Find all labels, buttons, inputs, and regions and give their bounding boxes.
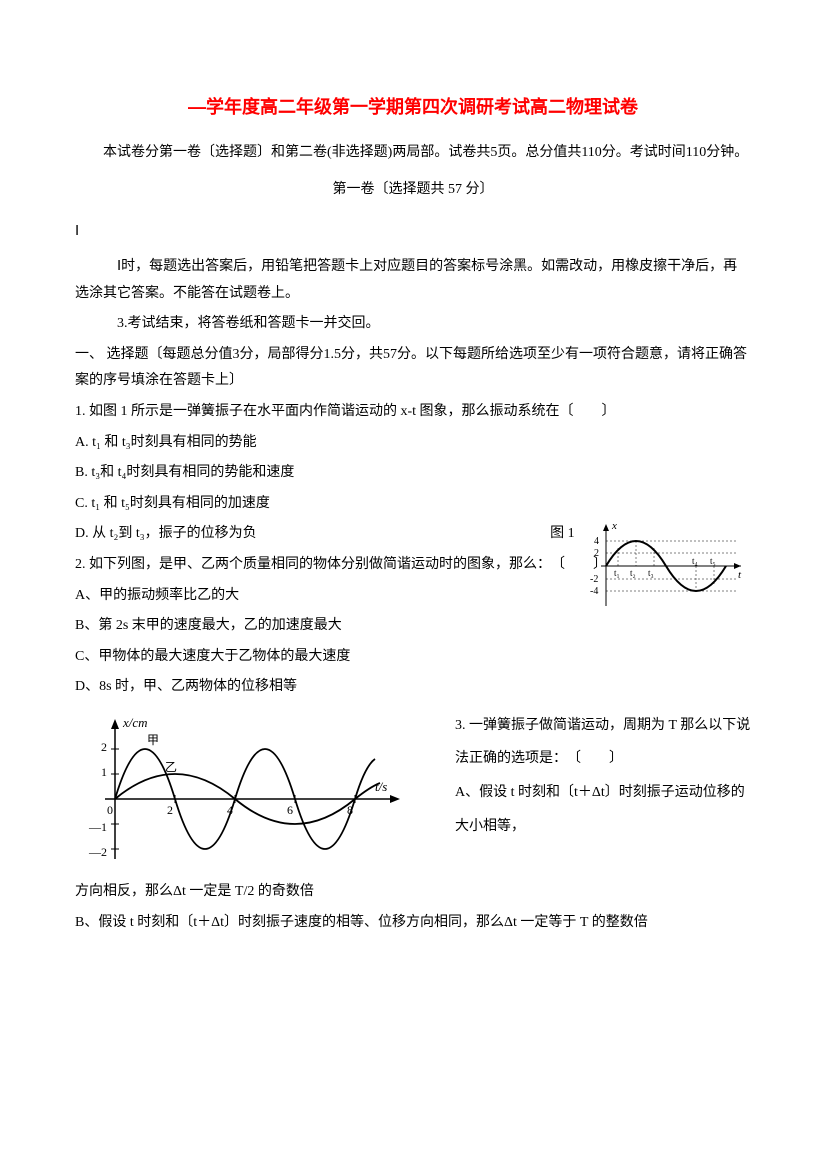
q3-text-1: 3. 一弹簧振子做简谐运动，周期为 T 那么以下说法正确的选项是： 〔 〕: [455, 709, 751, 776]
q3-text-4: B、假设 t 时刻和〔t＋Δt〕时刻振子速度的相等、位移方向相同，那么Δt 一定…: [75, 910, 751, 937]
exam-title: —学年度高二年级第一学期第四次调研考试高二物理试卷: [75, 90, 751, 124]
svg-text:—1: —1: [88, 820, 107, 834]
figure-1-label: 图 1: [550, 526, 575, 541]
svg-text:2: 2: [101, 740, 107, 754]
section-header: 第一卷〔选择题共 57 分〕: [75, 177, 751, 204]
section-one-text: 选择题〔每题总分值3分，局部得分1.5分，共57分。以下每题所给选项至少有一项符…: [75, 347, 747, 389]
svg-text:0: 0: [107, 803, 113, 817]
roman-numeral: Ⅰ: [75, 219, 751, 246]
svg-text:t₂: t₂: [630, 568, 636, 578]
svg-text:t₃: t₃: [648, 568, 654, 578]
svg-text:乙: 乙: [165, 760, 177, 774]
svg-text:x/cm: x/cm: [122, 715, 148, 730]
q2-opt-d: D、8s 时，甲、乙两物体的位移相等: [75, 674, 751, 701]
graph-2-double-sine: x/cm t/s 2 1 —1 —2 0 2 4 6 8 甲 乙: [75, 709, 415, 880]
svg-text:2: 2: [594, 548, 599, 559]
q3-text-3: 方向相反，那么Δt 一定是 T/2 的奇数倍: [75, 879, 751, 906]
q3-text-2: A、假设 t 时刻和〔t＋Δt〕时刻振子运动位移的大小相等，: [455, 776, 751, 843]
q2-opt-c: C、甲物体的最大速度大于乙物体的最大速度: [75, 644, 751, 671]
svg-text:t: t: [738, 569, 742, 581]
q1-opt-b: B. t₃和 t₄时刻具有相同的势能和速度: [75, 460, 751, 487]
svg-text:t₄: t₄: [692, 556, 698, 566]
svg-text:-2: -2: [590, 574, 598, 585]
instruction-2: 3.考试结束，将答卷纸和答题卡一并交回。: [75, 311, 751, 338]
svg-text:t/s: t/s: [375, 779, 387, 794]
svg-text:1: 1: [101, 765, 107, 779]
svg-text:4: 4: [594, 536, 599, 547]
svg-text:6: 6: [287, 803, 293, 817]
section-one: 一、 选择题〔每题总分值3分，局部得分1.5分，共57分。以下每题所给选项至少有…: [75, 342, 751, 395]
instruction-1: Ⅰ时，每题选出答案后，用铅笔把答题卡上对应题目的答案标号涂黑。如需改动，用橡皮擦…: [75, 254, 751, 307]
q1-text: 1. 如图 1 所示是一弹簧振子在水平面内作简谐运动的 x-t 图象，那么振动系…: [75, 399, 751, 426]
svg-text:—2: —2: [88, 845, 107, 859]
q1-opt-c: C. t₁ 和 t₅时刻具有相同的加速度: [75, 491, 751, 518]
intro-text: 本试卷分第一卷〔选择题〕和第二卷(非选择题)两局部。试卷共5页。总分值共110分…: [75, 140, 751, 167]
section-one-label: 一、: [75, 347, 103, 362]
svg-text:t₁: t₁: [614, 568, 620, 578]
svg-text:-4: -4: [590, 586, 598, 597]
svg-text:t₅: t₅: [710, 556, 716, 566]
svg-text:x: x: [611, 520, 617, 532]
svg-text:甲: 甲: [147, 733, 159, 747]
q1-opt-a: A. t₁ 和 t₃时刻具有相同的势能: [75, 430, 751, 457]
svg-text:2: 2: [167, 803, 173, 817]
graph-1-sine: x t 4 2 -2 -4 t₁ t₂ t₃ t₄ t₅: [586, 516, 746, 627]
